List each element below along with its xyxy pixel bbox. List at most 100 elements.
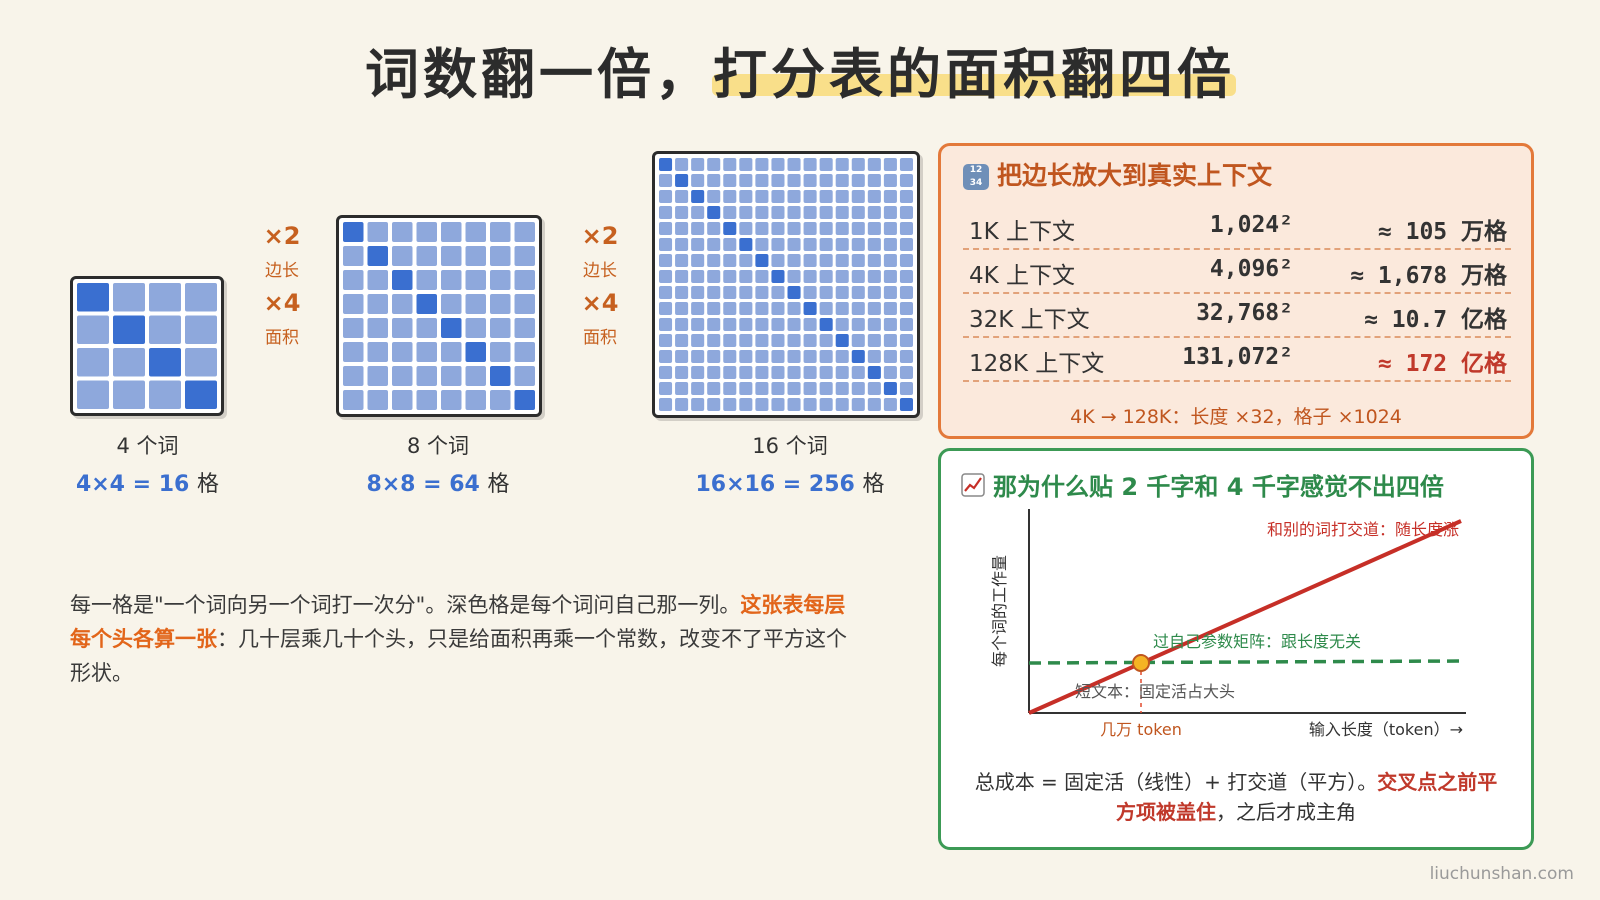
grid-cell [659,334,673,347]
grid-8-formula-line: 8×8 = 64 格 [338,466,538,498]
grid-cell [707,190,721,203]
grid-cell-diagonal [867,366,881,379]
explanation-part1: 每一格是"一个词向另一个词打一次分"。深色格是每个词问自己那一列。 [70,593,741,617]
grid-cell [465,318,486,338]
grid-cell [867,174,881,187]
grid-cell [787,398,801,411]
grid-8-svg [343,222,535,410]
grid-cell [707,254,721,267]
grid-cell [514,270,535,290]
grid-cell [787,366,801,379]
grid-cell-diagonal [149,348,181,377]
cost-panel-title-text: 那为什么贴 2 千字和 4 千字感觉不出四倍 [993,473,1444,501]
grid-cell [867,238,881,251]
grid-cell [771,366,785,379]
grid-cell-diagonal [367,246,388,266]
grid-cell [819,222,833,235]
grid-cell-diagonal [787,286,801,299]
grid-cell [899,222,913,235]
grid-cell [343,270,364,290]
grid-cell [803,206,817,219]
grid-16-formula: 16×16 = 256 [695,472,855,497]
grid-cell [367,366,388,386]
context-row-1k: 1K 上下文 1,024² ≈ 105 万格 [963,204,1511,250]
grid-cell [514,222,535,242]
grid-cell [691,318,705,331]
cost-panel-title: 那为什么贴 2 千字和 4 千字感觉不出四倍 [961,467,1444,503]
grid-cell [659,302,673,315]
grid-cell [819,286,833,299]
grid-cell [113,380,145,409]
grid-cell [416,270,437,290]
context-cells: ≈ 1,678 万格 [1350,263,1507,289]
grid-cell [441,342,462,362]
grid-cell-diagonal [691,190,705,203]
grid-cell [851,382,865,395]
grid-16 [652,151,920,418]
grid-16-unit: 格 [862,472,885,497]
grid-cell [691,366,705,379]
grid-cell [659,270,673,283]
grid-16-svg [659,158,913,411]
grid-cell [771,238,785,251]
context-panel: 12 34 把边长放大到真实上下文 1K 上下文 1,024² ≈ 105 万格 4… [938,143,1534,439]
grid-cell-diagonal [707,206,721,219]
grid-cell [465,270,486,290]
grid-cell [851,190,865,203]
grid-cell-diagonal [803,302,817,315]
grid-cell [113,283,145,312]
grid-cell [490,222,511,242]
grid-cell [835,206,849,219]
grid-cell [707,158,721,171]
grid-cell [739,398,753,411]
grid-cell [883,318,897,331]
grid-4-unit: 格 [197,472,220,497]
grid-cell [771,206,785,219]
series-label: 过自己参数矩阵：跟长度无关 [1153,632,1361,651]
grid-cell [787,270,801,283]
grid-cell [867,190,881,203]
cost-caption: 总成本 = 固定活（线性）+ 打交道（平方）。交叉点之前平 方项被盖住，之后才成主… [941,767,1531,827]
grid-cell [899,206,913,219]
grid-cell [899,270,913,283]
multiplier-1-area-label: 面积 [265,328,299,348]
grid-cell [755,158,769,171]
grid-cell [441,390,462,410]
grid-cell [675,334,689,347]
grid-cell [659,366,673,379]
grid-cell [867,302,881,315]
grid-cell [739,174,753,187]
grid-cell [675,254,689,267]
grid-cell [899,190,913,203]
grid-cell [707,382,721,395]
grid-cell [707,222,721,235]
grid-cell [691,222,705,235]
grid-cell [675,238,689,251]
context-value: 4,096² [1209,256,1293,282]
multiplier-2-area-label: 面积 [583,328,617,348]
grid-cell [659,238,673,251]
grid-cell [675,286,689,299]
grid-cell [883,270,897,283]
grid-cell [392,342,413,362]
grid-cell [675,382,689,395]
grid-cell [867,270,881,283]
numbers-icon: 12 34 [963,164,989,190]
grid-cell [867,286,881,299]
grid-cell [149,380,181,409]
grid-cell [465,294,486,314]
grid-cell [771,350,785,363]
grid-cell [835,350,849,363]
grid-cell [899,174,913,187]
grid-cell [343,342,364,362]
context-label: 1K 上下文 [969,219,1076,245]
grid-cell [723,286,737,299]
grid-cell [490,246,511,266]
grid-cell [883,350,897,363]
grid-cell [465,222,486,242]
explanation-text: 每一格是"一个词向另一个词打一次分"。深色格是每个词问自己那一列。这张表每层每个… [70,588,860,690]
grid-cell [899,254,913,267]
grid-cell [707,350,721,363]
grid-cell [659,206,673,219]
grid-cell [659,350,673,363]
